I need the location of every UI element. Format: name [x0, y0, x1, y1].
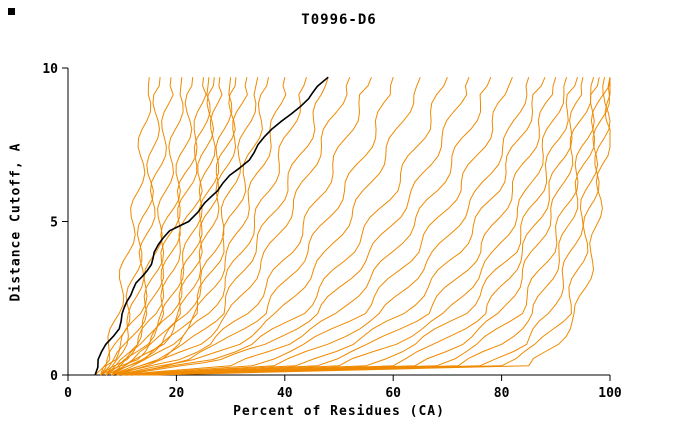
model-curve — [105, 77, 248, 376]
model-curve — [111, 77, 215, 376]
model-curve — [154, 77, 611, 376]
model-curve — [116, 77, 351, 376]
x-tick-label: 60 — [385, 386, 401, 401]
model-curve — [116, 77, 492, 376]
model-curve — [122, 77, 546, 376]
model-curve — [127, 77, 530, 376]
x-tick-label: 100 — [598, 386, 622, 401]
model-curve — [105, 77, 269, 376]
y-tick-label: 0 — [50, 369, 58, 384]
model-curve — [100, 77, 152, 376]
model-curve — [100, 77, 233, 376]
model-curve — [105, 77, 207, 376]
y-tick-label: 10 — [42, 62, 58, 77]
model-curve — [100, 77, 194, 376]
model-curve — [122, 77, 513, 376]
model-curve — [143, 77, 611, 376]
y-tick-label: 5 — [50, 216, 58, 231]
corner-mark — [8, 8, 15, 15]
x-tick-label: 20 — [169, 386, 185, 401]
model-curve — [116, 77, 448, 376]
model-curve — [105, 77, 174, 376]
model-curve — [149, 77, 611, 376]
model-curve — [138, 77, 584, 376]
chart-title: T0996-D6 — [301, 12, 377, 28]
model-curve — [94, 77, 184, 376]
model-curve — [105, 77, 223, 376]
target-curve — [94, 76, 329, 376]
x-tick-label: 40 — [277, 386, 293, 401]
model-curve — [116, 77, 394, 376]
model-curve — [132, 77, 557, 376]
model-curve — [132, 77, 595, 376]
model-curve — [122, 77, 470, 376]
model-curve — [111, 77, 329, 376]
x-axis-title: Percent of Residues (CA) — [233, 404, 445, 419]
model-curve — [127, 77, 568, 376]
x-tick-label: 0 — [64, 386, 72, 401]
x-tick-label: 80 — [494, 386, 510, 401]
model-curve — [111, 77, 372, 376]
model-curve — [122, 77, 421, 376]
model-curve — [116, 77, 307, 376]
model-curve — [111, 77, 237, 376]
model-curve — [132, 77, 578, 376]
